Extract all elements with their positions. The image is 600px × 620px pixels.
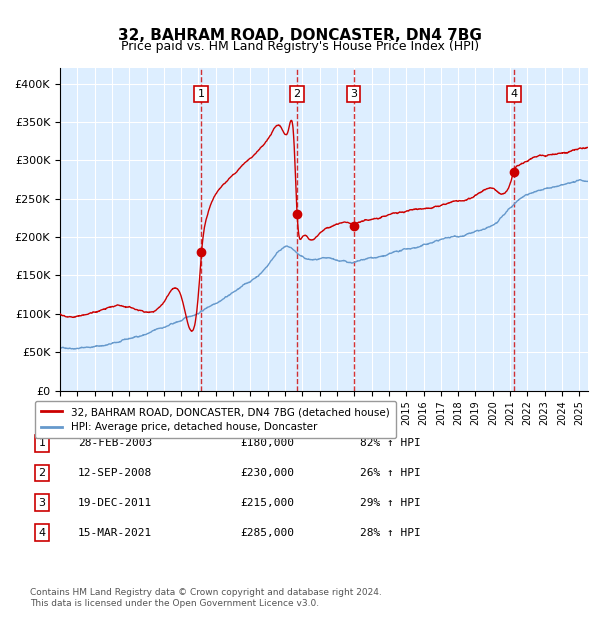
Text: 28-FEB-2003: 28-FEB-2003 <box>78 438 152 448</box>
Text: Price paid vs. HM Land Registry's House Price Index (HPI): Price paid vs. HM Land Registry's House … <box>121 40 479 53</box>
Text: 12-SEP-2008: 12-SEP-2008 <box>78 468 152 478</box>
Text: 26% ↑ HPI: 26% ↑ HPI <box>360 468 421 478</box>
Text: 1: 1 <box>198 89 205 99</box>
Text: 32, BAHRAM ROAD, DONCASTER, DN4 7BG: 32, BAHRAM ROAD, DONCASTER, DN4 7BG <box>118 28 482 43</box>
Text: 1: 1 <box>38 438 46 448</box>
Text: Contains HM Land Registry data © Crown copyright and database right 2024.
This d: Contains HM Land Registry data © Crown c… <box>30 588 382 608</box>
Legend: 32, BAHRAM ROAD, DONCASTER, DN4 7BG (detached house), HPI: Average price, detach: 32, BAHRAM ROAD, DONCASTER, DN4 7BG (det… <box>35 401 395 438</box>
Text: 2: 2 <box>293 89 301 99</box>
Text: £215,000: £215,000 <box>240 498 294 508</box>
Text: 3: 3 <box>350 89 357 99</box>
Text: £230,000: £230,000 <box>240 468 294 478</box>
Text: £285,000: £285,000 <box>240 528 294 538</box>
Text: 4: 4 <box>38 528 46 538</box>
Text: 29% ↑ HPI: 29% ↑ HPI <box>360 498 421 508</box>
Text: 2: 2 <box>38 468 46 478</box>
Text: 4: 4 <box>510 89 517 99</box>
Text: 3: 3 <box>38 498 46 508</box>
Text: 15-MAR-2021: 15-MAR-2021 <box>78 528 152 538</box>
Text: 28% ↑ HPI: 28% ↑ HPI <box>360 528 421 538</box>
Text: 82% ↑ HPI: 82% ↑ HPI <box>360 438 421 448</box>
Text: £180,000: £180,000 <box>240 438 294 448</box>
Text: 19-DEC-2011: 19-DEC-2011 <box>78 498 152 508</box>
